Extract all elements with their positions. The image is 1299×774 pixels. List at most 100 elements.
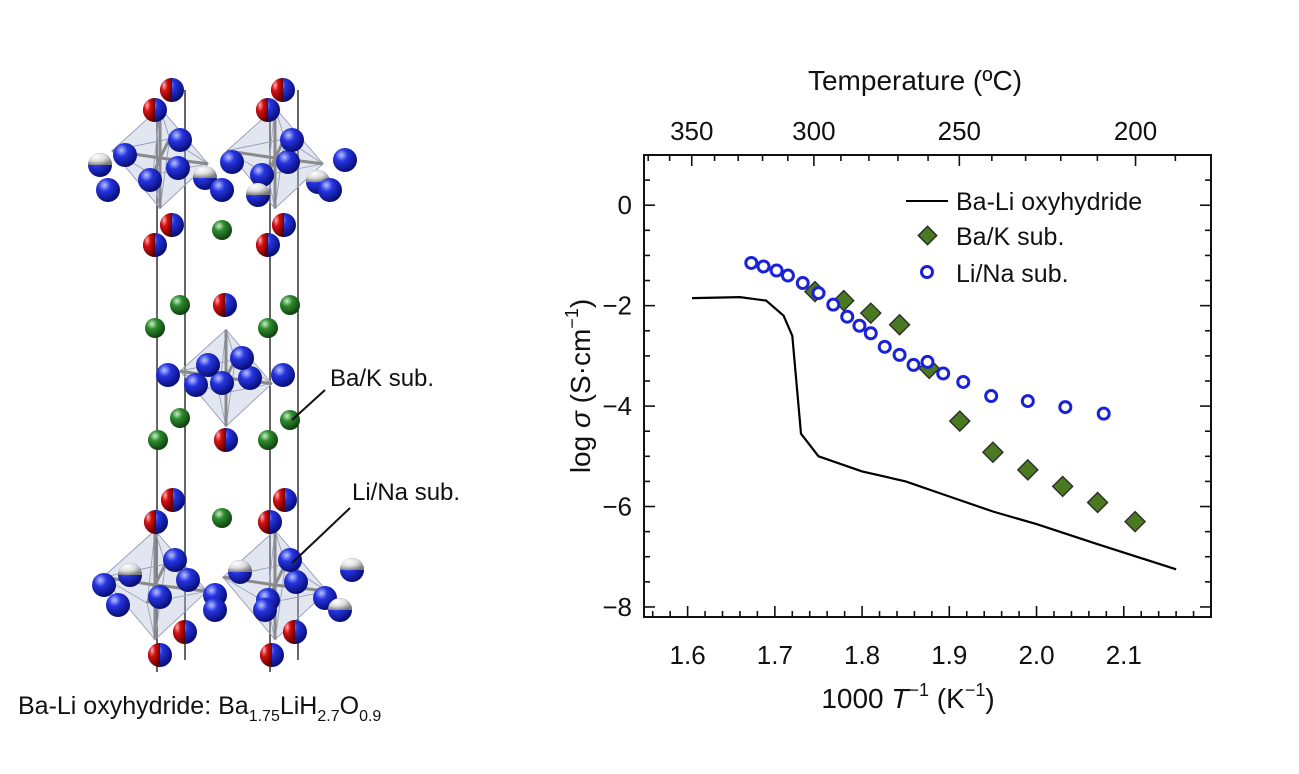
x-tick-labels: 1.6 1.7 1.8 1.9 2.0 2.1 [670,640,1142,670]
mixed-atom [144,510,168,534]
blue-atom [210,371,234,395]
data-point-li-na [1020,394,1035,409]
formula-lih: LiH [280,692,318,720]
green-atom [280,410,300,430]
legend-circle-swatch [920,265,934,279]
green-atom [145,318,165,338]
formula-ba-sub: 1.75 [249,708,280,725]
x-label-exp: −1 [909,680,930,700]
formula-o-sub: 0.9 [359,708,381,725]
blue-atom [156,363,180,387]
data-point-li-na [852,318,867,333]
mixed-atom [271,78,295,102]
formula-ba: Ba [218,692,249,720]
conductivity-chart: 1.6 1.7 1.8 1.9 2.0 2.1 0 −2 −4 −6 −8 350 300 250 20… [562,65,1212,714]
data-point-li-na [877,339,892,354]
data-point-ba-k [1016,458,1039,481]
y-label-unit: (S·cm [565,329,596,411]
crystal-structure-illustration: Ba/K sub. Li/Na sub. Ba-Li oxyhydride: B… [18,78,460,725]
data-point-li-na [936,366,951,381]
blue-atom [220,150,244,174]
data-point-li-na [811,286,826,301]
mixed-atom [340,558,364,582]
mixed-atom [256,98,280,122]
y-label-unit-close: ) [565,299,596,308]
data-point-li-na [826,297,841,312]
x-label-unit-close: ) [985,683,994,714]
mixed-atom [214,428,238,452]
y-axis-label: log σ (S·cm−1) [562,299,596,473]
series-line-ba-li-oxyhydride [691,295,1177,571]
ba-k-leader-line [291,389,326,421]
mixed-atom [246,183,270,207]
blue-atom [92,573,116,597]
li-na-leader-line [291,507,351,564]
y-tick-labels: 0 −2 −4 −6 −8 [602,190,632,622]
top-tick-labels: 350 300 250 200 [670,116,1157,146]
green-atom [170,408,190,428]
blue-atom [271,363,295,387]
x-tick-label: 2.0 [1018,640,1054,670]
legend: Ba-Li oxyhydride Ba/K sub. Li/Na sub. [906,188,1142,288]
data-point-li-na [863,326,878,341]
data-point-li-na [756,259,771,274]
green-atom [212,508,232,528]
x-tick-label: 1.7 [757,640,793,670]
top-tick-label: 250 [938,116,981,146]
legend-label-ba-k: Ba/K sub. [956,223,1064,251]
formula-o: O [340,692,359,720]
plot-data [691,255,1177,571]
mixed-atom [143,98,167,122]
li-na-label: Li/Na sub. [352,479,460,506]
blue-atom [280,128,304,152]
mixed-atom [213,293,237,317]
plot-frame [643,154,1212,618]
blue-atom [196,353,220,377]
mixed-atom [260,643,284,667]
mixed-atom [272,213,296,237]
top-axis-label: Temperature (ºC) [808,65,1022,96]
mixed-atom [118,563,142,587]
green-atom [280,295,300,315]
x-tick-label: 1.9 [931,640,967,670]
data-point-ba-k [981,441,1004,464]
mixed-atom [328,598,352,622]
mixed-atom [160,213,184,237]
green-atom [258,318,278,338]
blue-atom [168,128,192,152]
green-atom [148,430,168,450]
ba-k-label: Ba/K sub. [330,365,434,392]
green-atom [212,220,232,240]
blue-atom [96,178,120,202]
data-point-li-na [1096,406,1111,421]
blue-atom [278,548,302,572]
mixed-atom [273,488,297,512]
data-point-ba-k [1051,475,1074,498]
y-tick-label: −2 [602,291,632,321]
top-tick-label: 300 [792,116,835,146]
y-label-prefix: log [565,428,596,473]
blue-atom [163,548,187,572]
axis-ticks [644,155,1212,617]
blue-atom [250,163,274,187]
blue-atom [284,570,308,594]
blue-atom [238,366,262,390]
mixed-atom [148,643,172,667]
data-point-li-na [906,357,921,372]
legend-diamond-swatch [917,225,938,246]
mixed-atom [173,620,197,644]
blue-atom [318,178,342,202]
data-point-li-na [956,374,971,389]
blue-atom [333,148,357,172]
x-axis-label: 1000 T−1 (K−1) [821,680,994,714]
data-point-li-na [795,276,810,291]
blue-atom [166,156,190,180]
y-label-unit-exp: −1 [562,308,582,329]
caption-prefix: Ba-Li oxyhydride: [18,692,218,720]
green-atom [258,430,278,450]
formula-lih-sub: 2.7 [317,708,339,725]
blue-atom [148,585,172,609]
x-label-unit-open: (K [929,683,965,714]
bond [153,563,167,586]
